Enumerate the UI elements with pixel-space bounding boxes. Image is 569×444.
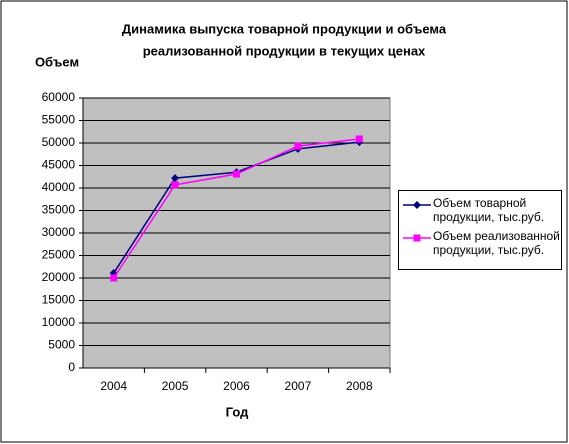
marker bbox=[413, 234, 421, 242]
y-tick-label: 10000 bbox=[42, 315, 76, 329]
y-tick-label: 35000 bbox=[42, 203, 76, 217]
y-tick-label: 55000 bbox=[42, 113, 76, 127]
y-tick-label: 50000 bbox=[42, 135, 76, 149]
chart-title: Динамика выпуска товарной продукции и об… bbox=[122, 21, 447, 36]
y-tick-label: 5000 bbox=[48, 338, 75, 352]
legend-item: Объем товарной продукции, тыс.руб. bbox=[399, 196, 561, 224]
legend-item: Объем реализованной продукции, тыс.руб. bbox=[399, 229, 561, 257]
x-tick-label: 2004 bbox=[100, 379, 127, 393]
marker bbox=[294, 142, 302, 150]
x-axis-label: Год bbox=[226, 404, 249, 419]
y-axis-label: Объем bbox=[35, 54, 79, 69]
marker bbox=[233, 170, 240, 178]
legend-label: Объем реализованной продукции, тыс.руб. bbox=[433, 229, 560, 257]
y-tick-label: 25000 bbox=[42, 248, 76, 262]
legend-swatch bbox=[403, 234, 431, 242]
legend: Объем товарной продукции, тыс.руб. Объем … bbox=[398, 190, 562, 270]
y-tick-label: 40000 bbox=[42, 180, 76, 194]
y-tick-label: 60000 bbox=[42, 90, 76, 104]
legend-swatch bbox=[403, 201, 431, 209]
x-tick-label: 2006 bbox=[223, 379, 250, 393]
marker bbox=[171, 181, 179, 189]
marker bbox=[355, 135, 363, 143]
y-tick-label: 30000 bbox=[42, 225, 76, 239]
marker bbox=[110, 274, 118, 282]
y-tick-label: 15000 bbox=[42, 293, 76, 307]
x-tick-label: 2008 bbox=[346, 379, 373, 393]
x-tick-label: 2007 bbox=[285, 379, 312, 393]
chart-title: реализованной продукции в текущих ценах bbox=[143, 43, 426, 58]
y-tick-label: 0 bbox=[68, 360, 75, 374]
legend-label: Объем товарной продукции, тыс.руб. bbox=[433, 196, 545, 224]
marker bbox=[413, 201, 421, 209]
marker bbox=[171, 174, 180, 183]
y-tick-label: 20000 bbox=[42, 270, 76, 284]
y-tick-label: 45000 bbox=[42, 158, 76, 172]
x-tick-label: 2005 bbox=[162, 379, 189, 393]
